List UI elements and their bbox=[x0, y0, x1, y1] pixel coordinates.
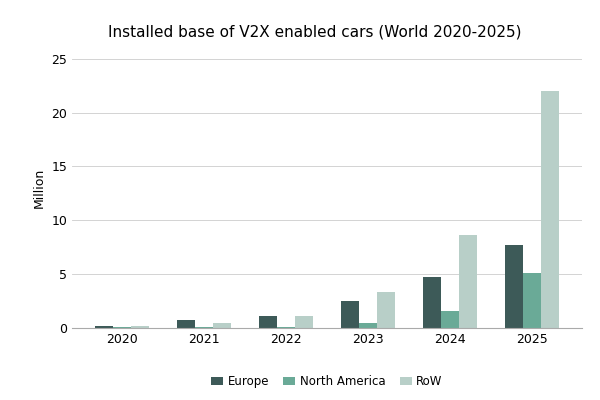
Bar bbox=[95, 326, 113, 328]
Bar bbox=[541, 91, 559, 328]
Bar bbox=[505, 245, 523, 328]
Bar bbox=[359, 323, 377, 328]
Bar bbox=[377, 292, 395, 328]
Bar bbox=[423, 277, 441, 328]
Legend: Europe, North America, RoW: Europe, North America, RoW bbox=[206, 370, 448, 393]
Bar bbox=[441, 311, 459, 328]
Y-axis label: Million: Million bbox=[33, 168, 46, 208]
Bar bbox=[341, 301, 359, 328]
Bar bbox=[459, 235, 477, 328]
Bar bbox=[259, 316, 277, 328]
Bar bbox=[523, 273, 541, 328]
Bar bbox=[131, 326, 149, 328]
Text: Installed base of V2X enabled cars (World 2020-2025): Installed base of V2X enabled cars (Worl… bbox=[108, 25, 521, 40]
Bar bbox=[213, 323, 231, 328]
Bar bbox=[177, 320, 195, 328]
Bar bbox=[295, 316, 313, 328]
Bar bbox=[277, 327, 295, 328]
